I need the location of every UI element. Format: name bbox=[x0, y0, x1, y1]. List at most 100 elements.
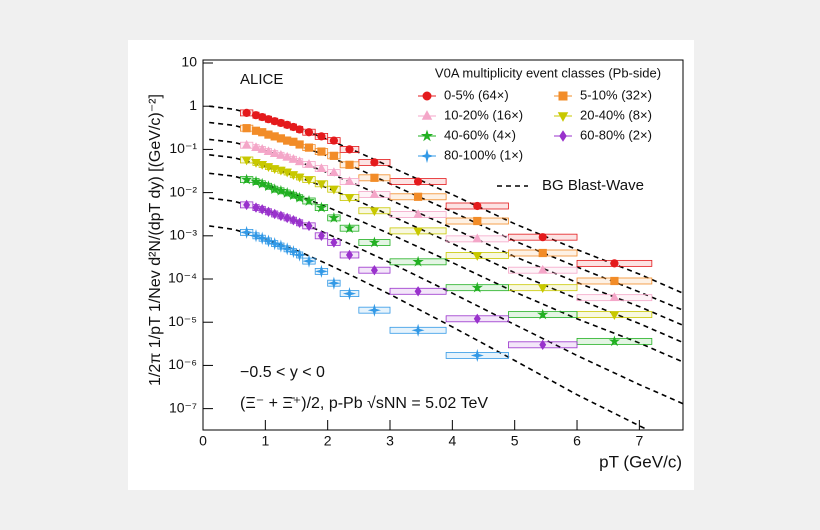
y-tick-label: 10⁻⁶ bbox=[168, 356, 197, 372]
marker bbox=[473, 216, 482, 226]
marker bbox=[283, 212, 291, 224]
marker bbox=[255, 231, 269, 245]
y-tick-label: 10⁻³ bbox=[169, 227, 197, 243]
y-tick-label: 10⁻² bbox=[169, 183, 197, 199]
marker bbox=[281, 187, 293, 198]
marker bbox=[367, 303, 382, 317]
marker bbox=[317, 132, 326, 141]
marker bbox=[471, 281, 484, 293]
x-tick-label: 5 bbox=[511, 433, 519, 449]
legend-label: 80-100% (1×) bbox=[444, 147, 523, 162]
marker bbox=[473, 313, 481, 324]
plot-frame bbox=[202, 59, 684, 431]
y-tick-label: 10⁻⁴ bbox=[168, 270, 197, 286]
blast-wave-curve bbox=[209, 225, 650, 430]
marker bbox=[411, 323, 425, 337]
marker bbox=[316, 180, 327, 190]
marker bbox=[608, 335, 621, 347]
marker bbox=[305, 220, 313, 232]
y-tick-label: 10⁻⁵ bbox=[168, 313, 197, 329]
y-tick-label: 10 bbox=[181, 54, 197, 70]
marker bbox=[258, 204, 266, 215]
marker bbox=[314, 264, 328, 278]
marker bbox=[282, 151, 292, 161]
marker bbox=[609, 311, 620, 320]
marker bbox=[242, 124, 251, 133]
marker bbox=[328, 211, 340, 223]
marker bbox=[537, 264, 548, 274]
marker bbox=[288, 153, 299, 163]
chart-title: ALICE bbox=[240, 71, 283, 88]
marker bbox=[558, 91, 568, 101]
marker bbox=[315, 201, 328, 213]
marker bbox=[294, 173, 305, 183]
marker bbox=[240, 225, 254, 239]
marker bbox=[327, 276, 341, 290]
marker bbox=[302, 254, 316, 268]
marker bbox=[242, 108, 251, 117]
marker bbox=[329, 136, 339, 145]
marker bbox=[293, 191, 306, 203]
marker bbox=[414, 286, 422, 297]
marker bbox=[345, 160, 354, 169]
marker bbox=[342, 286, 357, 301]
marker bbox=[473, 201, 482, 211]
plot-area bbox=[209, 105, 683, 430]
marker bbox=[536, 308, 549, 320]
marker bbox=[368, 236, 381, 248]
marker bbox=[304, 128, 314, 137]
y-axis-label: 1/2π 1/pT 1/Nev d²N/(dpT dy) [(GeV/c)⁻²] bbox=[147, 94, 164, 386]
marker bbox=[304, 143, 314, 152]
marker bbox=[413, 177, 423, 186]
marker bbox=[369, 189, 380, 198]
legend-label: 5-10% (32×) bbox=[580, 87, 652, 102]
marker bbox=[292, 248, 307, 262]
marker bbox=[470, 348, 484, 362]
marker bbox=[295, 140, 304, 149]
marker bbox=[274, 239, 288, 253]
marker bbox=[295, 125, 304, 134]
marker bbox=[610, 276, 619, 286]
marker bbox=[250, 175, 262, 187]
legend-label: 40-60% (4×) bbox=[444, 127, 516, 142]
marker bbox=[421, 110, 433, 120]
marker bbox=[289, 215, 297, 226]
x-axis-label: pT (GeV/c) bbox=[599, 452, 682, 471]
marker bbox=[271, 208, 279, 220]
marker bbox=[263, 146, 274, 155]
marker bbox=[538, 248, 547, 258]
marker bbox=[280, 242, 294, 256]
marker bbox=[419, 148, 435, 164]
x-tick-label: 7 bbox=[635, 433, 643, 449]
marker bbox=[413, 209, 423, 218]
marker bbox=[262, 180, 275, 192]
marker bbox=[413, 227, 423, 237]
marker bbox=[282, 168, 292, 178]
marker bbox=[344, 176, 355, 185]
marker bbox=[252, 202, 260, 213]
marker bbox=[329, 167, 339, 176]
marker bbox=[316, 163, 327, 172]
marker bbox=[369, 207, 380, 217]
y-tick-label: 1 bbox=[189, 97, 197, 113]
marker bbox=[241, 139, 252, 149]
marker bbox=[262, 234, 275, 248]
marker bbox=[420, 129, 434, 142]
legend-title: V0A multiplicity event classes (Pb-side) bbox=[435, 65, 661, 80]
marker bbox=[303, 195, 315, 206]
marker bbox=[539, 339, 547, 351]
legend-label: 20-40% (8×) bbox=[580, 107, 652, 122]
marker bbox=[370, 173, 379, 182]
marker bbox=[294, 156, 305, 166]
marker bbox=[269, 148, 280, 157]
marker bbox=[240, 173, 253, 185]
marker bbox=[296, 217, 304, 228]
annotation: −0.5 < y < 0 bbox=[240, 364, 325, 381]
marker bbox=[317, 147, 326, 156]
marker bbox=[610, 259, 619, 268]
marker bbox=[343, 222, 356, 234]
legend-label: 0-5% (64×) bbox=[444, 87, 509, 102]
marker bbox=[277, 210, 285, 222]
marker bbox=[538, 233, 547, 242]
